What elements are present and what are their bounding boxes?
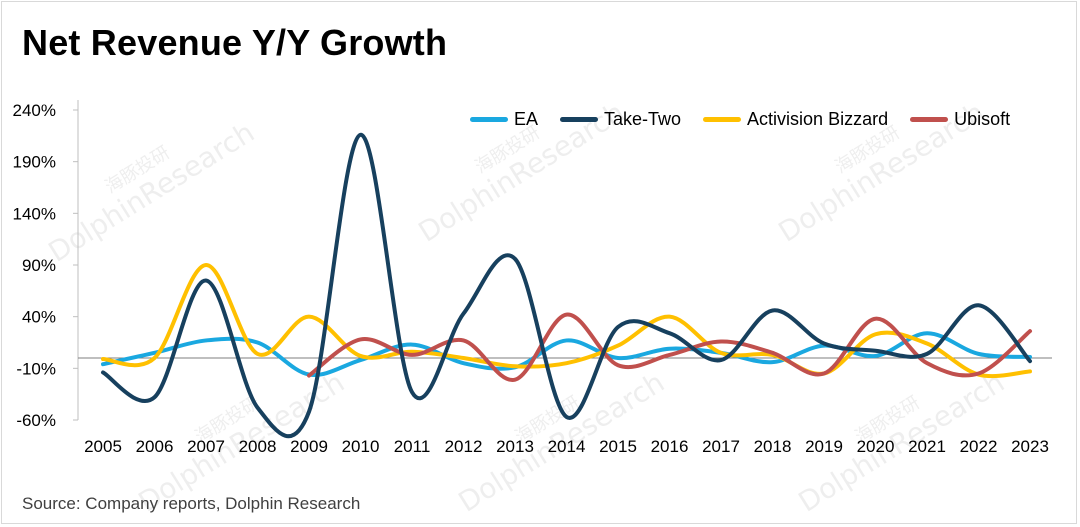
legend-label: Activision Bizzard [747,108,889,129]
legend-swatch [910,116,949,122]
legend-item-activision-bizzard: Activision Bizzard [703,109,888,130]
x-tick-label: 2021 [908,437,946,456]
x-tick-label: 2011 [394,437,431,456]
chart-title: Net Revenue Y/Y Growth [22,22,448,63]
y-tick-label: 90% [22,256,56,275]
x-tick-label: 2012 [445,437,483,456]
x-tick-label: 2020 [857,437,895,456]
x-tick-label: 2006 [136,437,174,456]
y-tick-label: -10% [16,359,56,378]
x-tick-label: 2009 [290,437,328,456]
legend-item-ea: EA [470,109,538,130]
x-tick-label: 2019 [805,437,843,456]
x-tick-label: 2005 [84,437,122,456]
legend-item-take-two: Take-Two [560,109,681,130]
legend-label: Take-Two [604,108,682,129]
y-tick-label: 190% [13,153,56,172]
x-tick-label: 2018 [754,437,792,456]
watermark-en-text: DolphinResearch [43,116,261,269]
x-tick-label: 2010 [342,437,380,456]
legend-label: EA [514,108,539,129]
x-tick-label: 2022 [960,437,998,456]
x-tick-label: 2007 [187,437,225,456]
source-note: Source: Company reports, Dolphin Researc… [22,494,361,513]
x-tick-label: 2016 [651,437,689,456]
legend-label: Ubisoft [954,108,1011,129]
series-line-take-two [101,132,1032,439]
x-tick-label: 2023 [1011,437,1049,456]
x-tick-label: 2015 [599,437,637,456]
y-tick-label: 140% [13,204,56,223]
x-tick-label: 2008 [239,437,277,456]
x-tick-label: 2014 [548,437,586,456]
x-tick-label: 2017 [702,437,740,456]
series-line-activision-bizzard [101,262,1032,379]
chart-legend: EA Take-Two Activision Bizzard Ubisoft [470,108,1032,130]
legend-swatch [703,116,742,122]
y-tick-label: -60% [16,411,56,430]
legend-swatch [470,116,508,122]
series-line-ea [101,331,1032,377]
legend-item-ubisoft: Ubisoft [910,109,1010,130]
legend-swatch [560,116,599,122]
x-tick-label: 2013 [496,437,534,456]
series-line-ubisoft [307,312,1032,382]
y-tick-label: 40% [22,308,56,327]
y-tick-label: 240% [13,101,56,120]
